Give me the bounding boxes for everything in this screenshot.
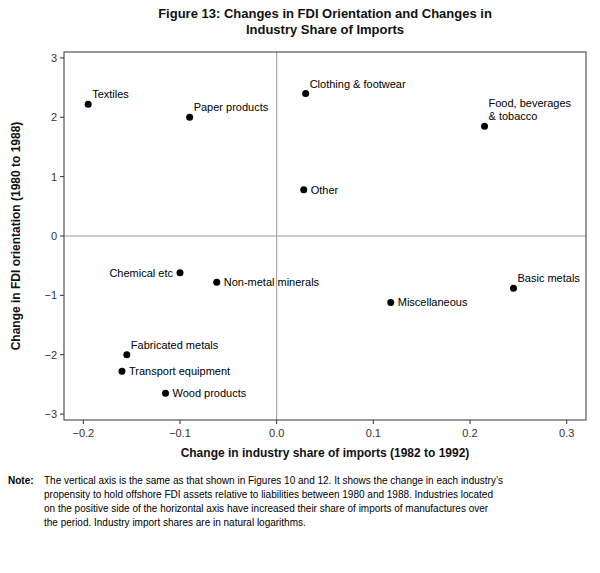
tick-label: −1: [44, 289, 57, 301]
tick-label: −3: [44, 408, 57, 420]
point: [186, 114, 193, 121]
tick-mark: [276, 420, 277, 424]
tick-mark: [60, 414, 64, 415]
point-label: Wood products: [173, 387, 247, 399]
x-axis-label: Change in industry share of imports (198…: [181, 446, 470, 460]
point: [123, 351, 130, 358]
point: [177, 269, 184, 276]
title: Figure 13: Changes in FDI Orientation an…: [158, 6, 492, 37]
tick-mark: [60, 354, 64, 355]
tick-mark: [470, 420, 471, 424]
point-label: Food, beverages& tobacco: [489, 97, 572, 122]
point: [85, 101, 92, 108]
tick-label: 2: [51, 111, 57, 123]
note-text: The vertical axis is the same as that sh…: [44, 475, 503, 486]
tick-mark: [60, 295, 64, 296]
plot-frame: [64, 52, 586, 420]
point-label: Fabricated metals: [131, 339, 219, 351]
point: [481, 123, 488, 130]
note-text: on the positive side of the horizontal a…: [44, 503, 489, 514]
point-label: Clothing & footwear: [310, 78, 406, 90]
point: [300, 186, 307, 193]
reference-line: [276, 52, 277, 420]
point-label: Paper products: [194, 101, 269, 113]
tick-mark: [60, 57, 64, 58]
point-label: Textiles: [92, 88, 129, 100]
plot-area: [64, 52, 586, 420]
point: [119, 368, 126, 375]
point-label: Basic metals: [518, 272, 581, 284]
tick-label: 0.0: [269, 427, 284, 439]
point-label: Transport equipment: [129, 365, 230, 377]
tick-label: 0: [51, 230, 57, 242]
tick-label: −0.1: [169, 427, 191, 439]
point: [387, 299, 394, 306]
point: [162, 390, 169, 397]
point-label: Chemical etc: [109, 267, 173, 279]
point-label: Non-metal minerals: [224, 276, 320, 288]
point-label: Miscellaneous: [398, 296, 468, 308]
tick-mark: [373, 420, 374, 424]
tick-label: −0.2: [72, 427, 94, 439]
note-text: the period. Industry import shares are i…: [44, 517, 306, 528]
point-label: Other: [311, 184, 339, 196]
chart: −0.2 −0.1 0.0 0.1 0.2 0.3 −3 −2 −1 0 1 2 3 Textiles Pa…: [0, 0, 600, 573]
tick-mark: [60, 176, 64, 177]
tick-label: 0.3: [559, 427, 574, 439]
point: [302, 90, 309, 97]
tick-label: 0.1: [366, 427, 381, 439]
tick-mark: [180, 420, 181, 424]
point: [510, 285, 517, 292]
reference-line: [64, 236, 586, 237]
note-text: propensity to hold offshore FDI assets r…: [44, 489, 493, 500]
tick-mark: [566, 420, 567, 424]
tick-label: 3: [51, 52, 57, 64]
tick-mark: [83, 420, 84, 424]
tick-label: 0.2: [462, 427, 477, 439]
y-axis-label: Change in FDI orientation (1980 to 1988): [9, 122, 23, 351]
tick-mark: [60, 117, 64, 118]
tick-mark: [60, 236, 64, 237]
note-label: Note:: [8, 475, 34, 486]
point: [213, 279, 220, 286]
tick-label: −2: [44, 349, 57, 361]
tick-label: 1: [51, 171, 57, 183]
